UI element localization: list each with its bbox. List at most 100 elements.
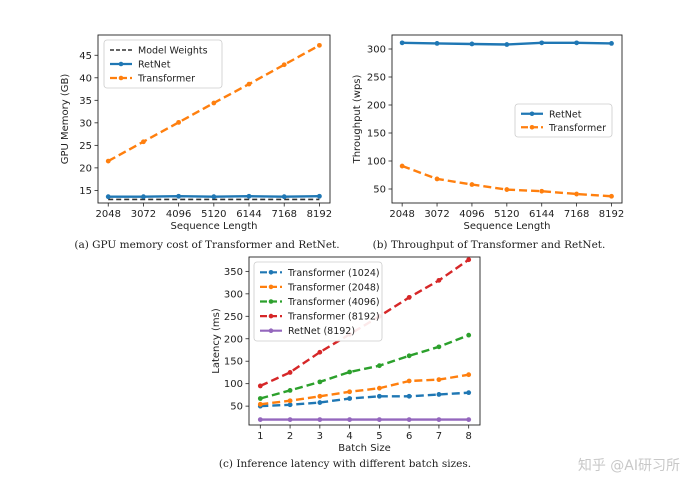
data-point	[436, 277, 442, 283]
data-point	[399, 40, 405, 46]
legend-label: Transformer (2048)	[287, 282, 380, 293]
data-point	[317, 417, 323, 423]
x-tick-label: 6144	[529, 209, 554, 220]
data-point	[406, 417, 412, 423]
data-point	[257, 417, 263, 423]
x-tick-label: 7	[436, 431, 442, 442]
data-point	[469, 41, 475, 47]
series-line	[259, 334, 470, 400]
data-point	[466, 257, 472, 263]
data-point	[466, 372, 472, 378]
legend-label: Transformer (8192)	[287, 312, 380, 323]
x-tick-label: 8192	[599, 209, 624, 220]
data-point	[436, 417, 442, 423]
y-tick-label: 50	[373, 185, 386, 196]
legend-marker	[268, 328, 274, 334]
y-tick-label: 100	[367, 157, 386, 168]
legend-label: RetNet	[138, 60, 171, 71]
data-point	[105, 158, 111, 164]
data-point	[609, 41, 614, 46]
x-tick-label: 2048	[389, 209, 414, 220]
data-point	[469, 182, 475, 187]
data-point	[281, 194, 287, 200]
y-tick-label: 30	[79, 118, 92, 129]
y-tick-label: 15	[79, 186, 92, 197]
y-tick-label: 300	[224, 289, 243, 300]
y-axis-label: Latency (ms)	[211, 308, 222, 374]
legend-marker	[118, 75, 124, 81]
data-point	[376, 363, 382, 369]
x-tick-label: 4	[346, 431, 352, 442]
legend-marker	[268, 284, 274, 290]
y-tick-label: 150	[224, 357, 243, 368]
data-point	[376, 417, 382, 423]
data-point	[317, 400, 323, 405]
chart-throughput: 2048 3072 4096 5120 6144 7168 8192 50 100 150 200 2…	[352, 34, 624, 232]
data-point	[347, 417, 353, 423]
data-point	[317, 193, 322, 199]
legend-label: Transformer (1024)	[287, 268, 380, 279]
data-point	[539, 188, 545, 194]
chart-gpu-memory: 2048 3072 4096 5120 6144 7168 8192 15 20 25 30 35 40…	[60, 34, 332, 232]
data-point	[281, 62, 287, 68]
legend-marker	[268, 270, 274, 275]
data-point	[466, 390, 472, 396]
watermark: 知乎 @AI研习所	[578, 457, 680, 474]
legend-label: RetNet	[549, 109, 582, 120]
x-tick-label: 3072	[424, 209, 449, 220]
data-point	[347, 389, 353, 395]
data-point	[176, 193, 182, 199]
data-point	[257, 401, 263, 407]
legend-label: Model Weights	[138, 46, 208, 57]
legend-label: Transformer (4096)	[287, 297, 380, 308]
x-tick-label: 5	[376, 431, 382, 442]
legend-box	[253, 261, 383, 342]
data-point	[257, 396, 263, 401]
data-point	[287, 398, 293, 404]
data-point	[317, 393, 323, 399]
legend-box	[514, 103, 613, 138]
y-tick-label: 20	[79, 163, 92, 174]
caption-c: (c) Inference latency with different bat…	[219, 458, 471, 470]
x-tick-label: 5120	[201, 209, 226, 220]
data-point	[574, 191, 580, 197]
data-point	[246, 81, 252, 87]
data-point	[609, 193, 614, 199]
y-tick-label: 250	[367, 73, 386, 84]
data-point	[105, 194, 111, 200]
x-tick-label: 7168	[271, 209, 296, 220]
x-tick-label: 8	[466, 431, 472, 442]
chart-latency: 1 2 3 4 5 6 7 8 50 100 150 200 250 300 350 Batch Size La…	[211, 256, 481, 454]
x-tick-label: 5120	[494, 209, 519, 220]
x-axis-label: Batch Size	[338, 443, 390, 454]
data-point	[317, 42, 322, 48]
x-tick-label: 4096	[459, 209, 484, 220]
y-axis-label: GPU Memory (GB)	[60, 74, 71, 165]
data-point	[406, 353, 412, 359]
data-point	[406, 295, 412, 300]
data-point	[317, 379, 323, 385]
caption-a: (a) GPU memory cost of Transformer and R…	[74, 239, 339, 251]
y-tick-label: 350	[224, 267, 243, 278]
data-point	[257, 383, 263, 389]
data-point	[539, 40, 545, 46]
x-tick-label: 6	[406, 431, 412, 442]
data-point	[176, 119, 182, 125]
data-point	[376, 385, 382, 391]
y-tick-label: 35	[79, 96, 92, 107]
x-tick-label: 2048	[96, 209, 121, 220]
data-point	[287, 402, 293, 408]
data-point	[141, 194, 146, 200]
x-tick-label: 2	[287, 431, 293, 442]
data-point	[406, 393, 412, 399]
x-tick-label: 3	[317, 431, 323, 442]
data-point	[287, 388, 293, 393]
legend-label: RetNet (8192)	[288, 326, 355, 337]
y-tick-label: 25	[79, 141, 92, 152]
legend-marker	[529, 124, 535, 130]
x-tick-label: 1	[257, 431, 263, 442]
y-axis-label: Throughput (wps)	[352, 75, 363, 165]
x-tick-label: 3072	[131, 209, 156, 220]
data-point	[211, 100, 217, 106]
